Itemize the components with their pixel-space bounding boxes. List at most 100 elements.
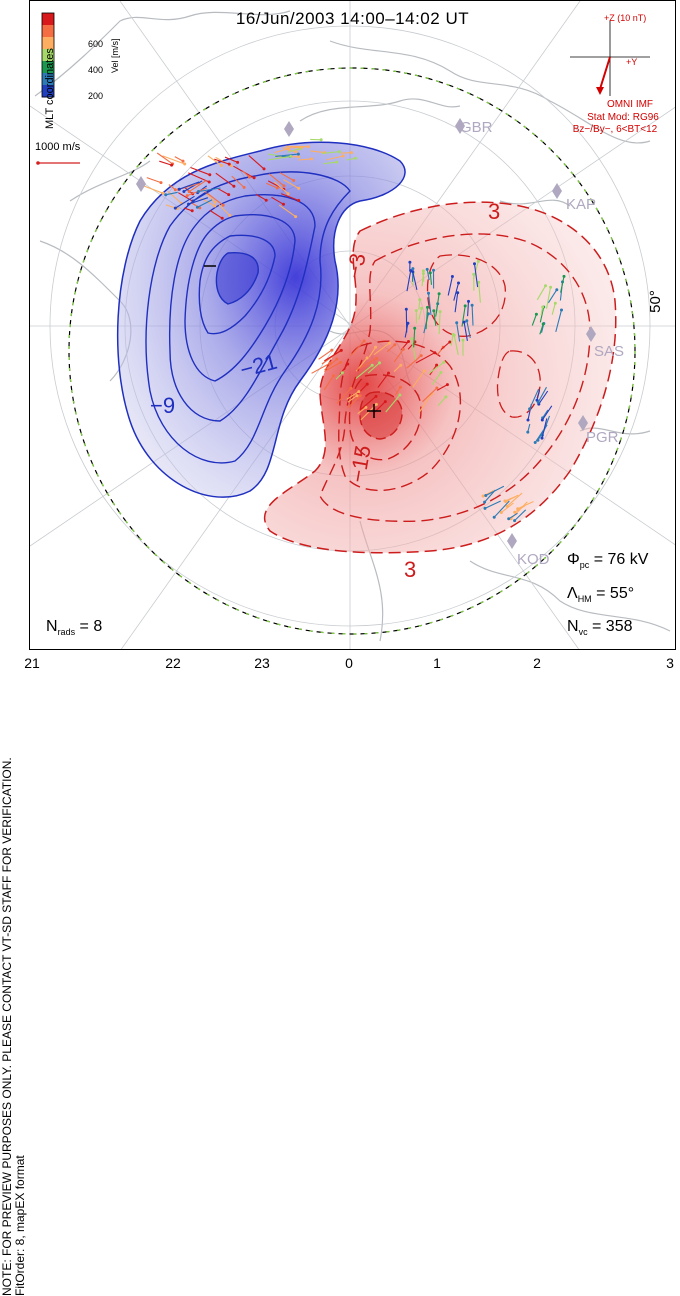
velocity-vector-origin (563, 275, 566, 278)
mlt-tick: 0 (345, 655, 353, 671)
map-title: 16/Jun/2003 14:00–14:02 UT (30, 9, 675, 29)
velocity-vector-origin (435, 387, 438, 390)
velocity-vector-origin (435, 364, 438, 367)
velocity-vector-origin (429, 271, 432, 274)
velocity-vector-origin (350, 387, 353, 390)
velocity-vector-origin (375, 395, 378, 398)
latitude-label: 50° (647, 290, 664, 313)
velocity-vector-origin (422, 269, 425, 272)
velocity-vector-origin (287, 192, 290, 195)
n-rads-stat: Nrads = 8 (46, 618, 102, 637)
velocity-vector-origin (507, 517, 510, 520)
mlt-tick: 23 (254, 655, 270, 671)
velocity-vector-origin (422, 272, 425, 275)
contour-label-neg3: −3 (342, 251, 372, 280)
mlt-tick: 21 (24, 655, 40, 671)
velocity-vector-origin (427, 292, 430, 295)
velocity-vector-origin (191, 209, 194, 212)
velocity-vector-origin (438, 292, 441, 295)
velocity-vector-origin (228, 214, 231, 217)
imf-y-label: +Y (626, 57, 637, 68)
velocity-vector-origin (222, 204, 225, 207)
imf-clock (570, 21, 650, 96)
coordinates-label: MLT coordinates (44, 48, 56, 129)
preview-note: NOTE: FOR PREVIEW PURPOSES ONLY. PLEASE … (1, 636, 27, 1296)
scale-vector (36, 161, 80, 165)
station-kod-label: KOD (517, 551, 550, 568)
velocity-vector-origin (292, 179, 295, 182)
velocity-vector-origin (484, 507, 487, 510)
velocity-vector-origin (426, 306, 429, 309)
velocity-vector-origin (415, 309, 418, 312)
velocity-vector-origin (432, 269, 435, 272)
velocity-vector-origin (477, 260, 480, 263)
velocity-vector-origin (482, 495, 485, 498)
velocity-vector-origin (549, 286, 552, 289)
velocity-vector-origin (442, 361, 445, 364)
velocity-vector-origin (183, 163, 186, 166)
velocity-vector-origin (366, 357, 369, 360)
velocity-vector-origin (516, 507, 519, 510)
velocity-vector-origin (188, 190, 191, 193)
velocity-vector-origin (513, 519, 516, 522)
colorbar-tick-400: 400 (88, 65, 103, 75)
velocity-vector-origin (453, 334, 456, 337)
station-kod-marker (507, 533, 517, 549)
preview-note-line2: FitOrder: 8, mapEX format (14, 636, 27, 1296)
velocity-vector-origin (335, 161, 338, 164)
velocity-vector-origin (329, 362, 332, 365)
velocity-vector-origin (227, 193, 230, 196)
velocity-vector-origin (160, 181, 163, 184)
velocity-vector-origin (426, 268, 429, 271)
velocity-vector-origin (221, 217, 224, 220)
velocity-vector-origin (374, 346, 377, 349)
velocity-vector-origin (420, 354, 423, 357)
velocity-vector-origin (186, 194, 189, 197)
velocity-vector-origin (359, 394, 362, 397)
velocity-vector-origin (444, 395, 447, 398)
velocity-vector-origin (366, 383, 369, 386)
velocity-vector-origin (330, 349, 333, 352)
velocity-vector-origin (220, 164, 223, 167)
velocity-vector-origin (555, 288, 558, 291)
imf-condition: Bz−/By−, 6<BT<12 (554, 124, 676, 135)
velocity-vector-origin (407, 340, 410, 343)
velocity-vector-origin (208, 181, 211, 184)
velocity-vector-origin (405, 308, 408, 311)
lambda-hm-stat: ΛHM = 55° (567, 585, 634, 604)
velocity-vector-origin (196, 206, 199, 209)
velocity-vector-origin (387, 372, 390, 375)
velocity-vector-origin (357, 390, 360, 393)
station-pgr-label: PGR (586, 429, 619, 446)
velocity-vector-origin (232, 185, 235, 188)
velocity-vector-origin (297, 155, 300, 158)
velocity-vector-origin (408, 261, 411, 264)
velocity-vector-origin (339, 361, 342, 364)
velocity-vector-origin (413, 327, 416, 330)
velocity-vector-origin (340, 349, 343, 352)
velocity-vector-origin (263, 167, 266, 170)
velocity-vector-origin (363, 340, 366, 343)
velocity-vector-origin (541, 437, 544, 440)
station-north-marker (284, 121, 294, 137)
velocity-vector-origin (282, 203, 285, 206)
imf-source: OMNI IMF (585, 99, 675, 110)
colorbar-tick-600: 600 (88, 39, 103, 49)
velocity-vector-origin (297, 187, 300, 190)
velocity-vector-origin (384, 400, 387, 403)
velocity-vector-origin (399, 386, 402, 389)
mlt-tick: 22 (165, 655, 181, 671)
velocity-vector-origin (418, 298, 421, 301)
station-sas-label: SAS (594, 343, 624, 360)
velocity-vector-origin (310, 157, 313, 160)
velocity-vector-origin (170, 164, 173, 167)
colorbar-tick-200: 200 (88, 91, 103, 101)
contour-label-3-bottom: 3 (404, 557, 416, 583)
velocity-vector-origin (398, 394, 401, 397)
velocity-vector-origin (423, 370, 426, 373)
velocity-vector-origin (432, 309, 435, 312)
velocity-vector-origin (554, 302, 557, 305)
velocity-vector (147, 178, 161, 183)
velocity-vector-origin (463, 321, 466, 324)
velocity-vector (341, 153, 352, 154)
